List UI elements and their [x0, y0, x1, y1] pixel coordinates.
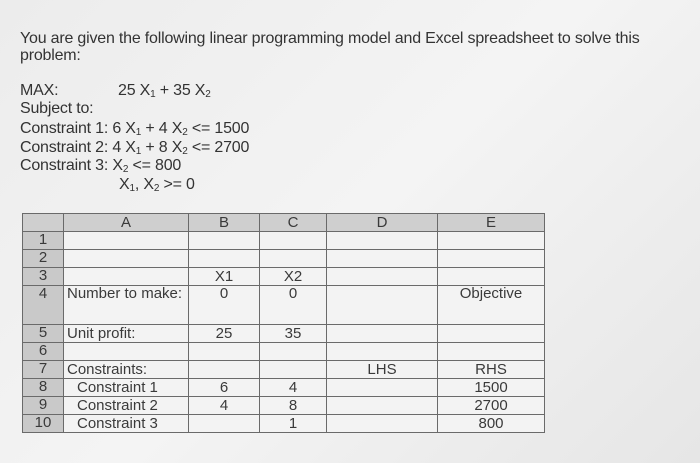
cell[interactable]	[259, 342, 327, 361]
row-header[interactable]: 4	[22, 285, 64, 325]
cell[interactable]: 25	[188, 324, 260, 343]
cell[interactable]: 4	[188, 396, 260, 415]
constraint-3: Constraint 3: X2 <= 800	[20, 157, 182, 175]
cell[interactable]	[437, 249, 545, 268]
cell[interactable]: 6	[188, 378, 260, 397]
row-header[interactable]: 1	[22, 231, 64, 250]
constraint-1: Constraint 1: 6 X1 + 4 X2 <= 1500	[20, 120, 250, 138]
row-header[interactable]: 7	[22, 360, 64, 379]
cell[interactable]: Objective	[437, 285, 545, 325]
cell[interactable]	[63, 231, 189, 250]
cell[interactable]: Constraint 3	[63, 414, 189, 433]
column-header[interactable]: C	[259, 213, 327, 232]
row-header[interactable]: 2	[22, 249, 64, 268]
intro-line-1: You are given the following linear progr…	[20, 30, 640, 47]
cell[interactable]: X1	[188, 267, 260, 286]
cell[interactable]	[63, 267, 189, 286]
cell[interactable]	[326, 396, 438, 415]
cell[interactable]	[437, 324, 545, 343]
cell[interactable]	[437, 231, 545, 250]
cell[interactable]	[437, 267, 545, 286]
cell[interactable]: 35	[259, 324, 327, 343]
cell[interactable]	[326, 267, 438, 286]
row-header[interactable]: 5	[22, 324, 64, 343]
sheet-row: 6	[22, 342, 545, 361]
column-header[interactable]	[22, 213, 64, 232]
cell[interactable]	[188, 342, 260, 361]
spreadsheet: A B C D E 1 2 3 X1 X2 4 Number to make: 0 0 Objective 5…	[22, 213, 545, 433]
sheet-row: 2	[22, 249, 545, 268]
cell[interactable]: 8	[259, 396, 327, 415]
constraint-2: Constraint 2: 4 X1 + 8 X2 <= 2700	[20, 139, 250, 157]
cell[interactable]	[326, 249, 438, 268]
cell[interactable]	[188, 249, 260, 268]
sheet-row: 7 Constraints: LHS RHS	[22, 360, 545, 379]
cell[interactable]: Unit profit:	[63, 324, 189, 343]
cell[interactable]	[326, 231, 438, 250]
cell[interactable]	[326, 285, 438, 325]
row-header[interactable]: 9	[22, 396, 64, 415]
cell[interactable]: RHS	[437, 360, 545, 379]
cell[interactable]: 1	[259, 414, 327, 433]
column-header[interactable]: E	[437, 213, 545, 232]
sheet-row: 10 Constraint 3 1 800	[22, 414, 545, 433]
column-header[interactable]: A	[63, 213, 189, 232]
column-header[interactable]: D	[326, 213, 438, 232]
cell[interactable]	[188, 360, 260, 379]
cell[interactable]: Constraint 2	[63, 396, 189, 415]
cell[interactable]	[326, 414, 438, 433]
sheet-row: 9 Constraint 2 4 8 2700	[22, 396, 545, 415]
cell[interactable]: LHS	[326, 360, 438, 379]
cell[interactable]	[259, 249, 327, 268]
cell[interactable]	[63, 249, 189, 268]
cell[interactable]: X2	[259, 267, 327, 286]
cell[interactable]	[259, 360, 327, 379]
row-header[interactable]: 3	[22, 267, 64, 286]
subject-to: Subject to:	[20, 100, 94, 117]
cell[interactable]: 4	[259, 378, 327, 397]
cell[interactable]	[326, 342, 438, 361]
cell[interactable]	[437, 342, 545, 361]
cell[interactable]	[326, 324, 438, 343]
cell[interactable]: 0	[259, 285, 327, 325]
cell[interactable]: Constraint 1	[63, 378, 189, 397]
row-header[interactable]: 6	[22, 342, 64, 361]
sheet-row: 8 Constraint 1 6 4 1500	[22, 378, 545, 397]
sheet-row: 1	[22, 231, 545, 250]
column-header[interactable]: B	[188, 213, 260, 232]
sheet-row: 4 Number to make: 0 0 Objective	[22, 285, 545, 325]
cell[interactable]	[188, 414, 260, 433]
cell[interactable]: Number to make:	[63, 285, 189, 325]
row-header[interactable]: 10	[22, 414, 64, 433]
cell[interactable]: 2700	[437, 396, 545, 415]
cell[interactable]: 1500	[437, 378, 545, 397]
sheet-row: 3 X1 X2	[22, 267, 545, 286]
cell[interactable]	[326, 378, 438, 397]
cell[interactable]: Constraints:	[63, 360, 189, 379]
cell[interactable]	[63, 342, 189, 361]
objective-function: 25 X1 + 35 X2	[118, 82, 211, 100]
row-header[interactable]: 8	[22, 378, 64, 397]
sheet-row: 5 Unit profit: 25 35	[22, 324, 545, 343]
cell[interactable]: 800	[437, 414, 545, 433]
intro-line-2: problem:	[20, 47, 81, 64]
cell[interactable]	[188, 231, 260, 250]
nonnegativity: X1, X2 >= 0	[119, 176, 195, 194]
cell[interactable]: 0	[188, 285, 260, 325]
max-label: MAX:	[20, 82, 59, 99]
cell[interactable]	[259, 231, 327, 250]
